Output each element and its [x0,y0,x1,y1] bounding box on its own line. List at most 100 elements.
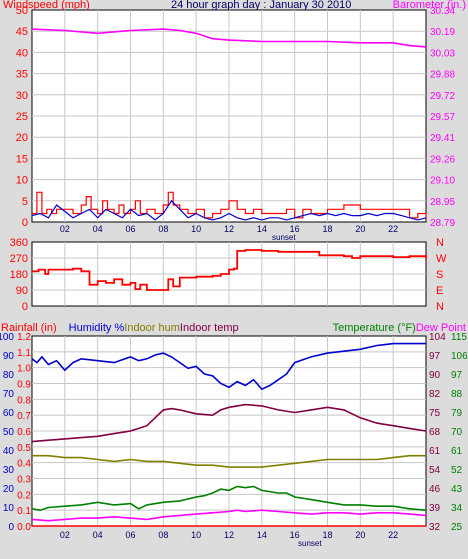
humidity-tick-label: 70 [3,389,15,400]
x-tick-label: 04 [93,530,103,540]
series [31,342,427,527]
series-line-dew_point [31,509,427,522]
temp-tick-label-a: 90 [429,370,441,381]
y-left-tick-label: 180 [10,269,28,281]
series [31,28,427,221]
y-left-tick-label: 40 [16,47,28,59]
temp-tick-label-a: 39 [429,503,441,514]
x-tick-label: 18 [322,530,332,540]
rain-tick-label: 0.5 [17,443,31,454]
temp-tick-label-b: 106 [451,351,468,362]
temp-tick-label-b: 97 [451,370,463,381]
grid [32,10,426,222]
temp-tick-label-b: 43 [451,484,463,495]
y-right-tick-label: 30.19 [430,27,455,38]
x-tick-label: 20 [355,224,365,234]
y-left-tick-label: 30 [16,90,28,102]
rain-tick-label: 0.7 [17,411,31,422]
x-tick-label: 20 [355,530,365,540]
rain-tick-label: 0.6 [17,427,31,438]
y-left-tick-label: 50 [16,5,28,17]
direction-line [32,249,427,291]
y-left-tick-label: 0 [22,301,28,313]
rain-tick-label: 0.9 [17,380,31,391]
temp-tick-label-b: 34 [451,503,463,514]
humidity-tick-label: 20 [3,484,15,495]
y-left-tick-label: 360 [10,237,28,249]
x-tick-label: 22 [388,530,398,540]
rain-tick-label: 0.3 [17,475,31,486]
x-tick-label: 12 [224,224,234,234]
y-left-tick-label: 25 [16,111,28,123]
temp-tick-label-b: 52 [451,465,463,476]
rain-tick-label: 0.0 [17,522,31,533]
grid [32,336,426,526]
tick-labels: 0 5 10 15 20 25 30 35 40 45 50 28.79 28.95 29.10 29.26… [16,5,456,234]
temp-tick-label-b: 115 [451,332,467,343]
x-tick-label: 04 [93,224,103,234]
y-right-tick-label: 29.41 [430,133,455,144]
temp-tick-label-a: 46 [429,484,441,495]
temp-tick-label-a: 32 [429,522,441,533]
rain-tick-label: 1.0 [17,364,31,375]
humidity-tick-label: 100 [0,332,14,343]
temp-tick-label-a: 97 [429,351,441,362]
series [32,249,427,291]
barometer-line [31,28,427,48]
y-right-tick-label: N [436,301,444,313]
y-right-tick-label: 29.57 [430,112,455,123]
x-tick-label: 06 [125,530,135,540]
x-tick-label: 14 [257,224,267,234]
y-left-tick-label: 45 [16,26,28,38]
dewpoint-label: Dew Point [416,322,466,334]
y-right-tick-label: 29.88 [430,70,455,81]
rain-tick-label: 0.8 [17,395,31,406]
x-tick-label: 10 [191,224,201,234]
series-line-humidity [31,342,426,391]
temperature-label: Temperature (°F) [333,322,416,334]
x-tick-label: 10 [191,530,201,540]
humidity-tick-label: 80 [3,370,15,381]
wind-line [31,199,427,221]
rain-tick-label: 0.1 [17,506,31,517]
x-tick-label: 06 [125,224,135,234]
left-axis-label: Windspeed (mph) [3,0,90,11]
x-tick-label: 12 [224,530,234,540]
y-left-tick-label: 0 [22,217,28,229]
x-marker-label: sunset [298,539,322,548]
humidity-tick-label: 90 [3,351,15,362]
x-tick-label: 08 [158,224,168,234]
rain-tick-label: 0.4 [17,459,31,470]
temp-tick-label-a: 54 [429,465,441,476]
temp-tick-label-b: 70 [451,427,463,438]
humidity-tick-label: 40 [3,446,15,457]
y-right-tick-label: 28.79 [430,218,455,229]
x-tick-label: 02 [60,224,70,234]
y-right-tick-label: E [436,285,443,297]
rain-tick-label: 1.1 [17,348,31,359]
y-left-tick-label: 35 [16,69,28,81]
x-tick-label: 18 [322,224,332,234]
y-right-tick-label: 28.95 [430,197,455,208]
temp-tick-label-b: 25 [451,522,463,533]
y-left-tick-label: 270 [10,253,28,265]
rain-tick-label: 0.2 [17,490,31,501]
y-left-tick-label: 5 [22,196,28,208]
right-axis-labels: Temperature (°F)Dew Point [333,322,466,334]
temp-tick-label-a: 61 [429,446,441,457]
x-marker-label: sunset [272,233,296,242]
right-axis-label: Barometer (in.) [393,0,466,11]
y-right-tick-label: W [436,253,447,265]
temp-tick-label-b: 88 [451,389,463,400]
y-right-tick-label: 29.26 [430,154,455,165]
temp-tick-label-a: 104 [429,332,446,343]
x-tick-label: 14 [257,530,267,540]
series-line-indoor_hum [32,454,426,468]
y-right-tick-label: 29.72 [430,91,455,102]
wind-barometer-panel: 0 5 10 15 20 25 30 35 40 45 50 28.79 28.95 29.10 29.26… [3,0,466,242]
tick-labels: 0.0 0.1 0.2 0.3 0.4 0.5 0.6 0.7 0.8 0.9 1.0 1.1 1.2 0… [0,332,468,540]
humidity-tick-label: 10 [3,503,15,514]
